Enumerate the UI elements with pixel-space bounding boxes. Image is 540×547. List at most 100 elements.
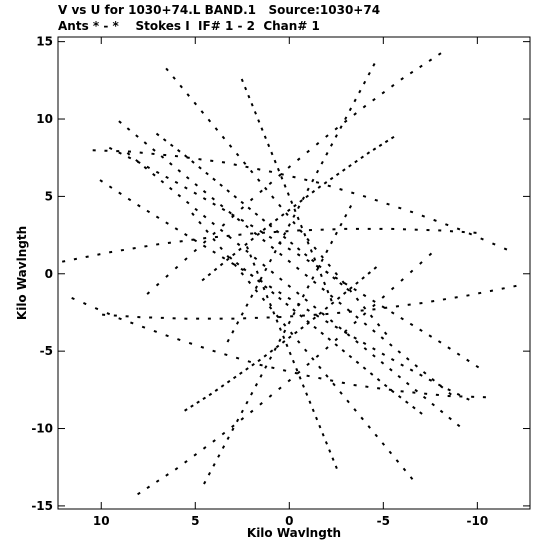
- uv-point: [388, 450, 393, 455]
- uv-point: [282, 335, 286, 339]
- uv-point: [339, 282, 343, 286]
- uv-point: [212, 439, 216, 443]
- uv-point: [244, 86, 248, 91]
- uv-point: [321, 287, 325, 291]
- uv-point: [334, 276, 339, 280]
- uv-point: [466, 397, 470, 401]
- uv-point: [289, 241, 294, 245]
- uv-point: [278, 173, 282, 177]
- uv-point: [135, 159, 139, 163]
- uv-point: [390, 389, 395, 394]
- uv-point: [202, 244, 207, 248]
- uv-point: [288, 351, 292, 356]
- uv-point: [279, 252, 283, 257]
- uv-point: [268, 258, 273, 263]
- uv-point: [299, 199, 303, 203]
- uv-point: [270, 270, 275, 274]
- uv-point: [201, 277, 206, 282]
- uv-point: [334, 465, 338, 469]
- uv-point: [235, 261, 240, 266]
- uv-point: [155, 282, 160, 287]
- uv-point: [304, 348, 308, 353]
- uv-point: [287, 320, 291, 325]
- uv-point: [247, 360, 252, 363]
- plot-title-line-1: V vs U for 1030+74.L BAND.1 Source:1030+…: [58, 3, 381, 17]
- uv-point: [414, 388, 419, 393]
- uv-point: [296, 247, 301, 251]
- uv-point: [292, 359, 296, 364]
- uv-point: [219, 246, 223, 251]
- uv-point: [160, 179, 165, 184]
- uv-point: [341, 280, 346, 285]
- uv-point: [240, 417, 245, 421]
- uv-point: [278, 241, 282, 245]
- uv-point: [381, 442, 386, 446]
- uv-point: [428, 378, 433, 382]
- uv-point: [262, 238, 266, 243]
- uv-point: [346, 333, 351, 337]
- uv-point: [143, 166, 148, 170]
- uv-point: [253, 231, 258, 236]
- uv-point: [165, 175, 169, 180]
- uv-point: [135, 134, 139, 138]
- uv-point: [419, 64, 423, 69]
- uv-point: [362, 80, 367, 85]
- uv-point: [269, 349, 274, 353]
- uv-point: [141, 325, 146, 329]
- uv-point: [97, 253, 101, 256]
- uv-point: [221, 445, 226, 449]
- uv-point: [397, 395, 402, 399]
- uv-point: [226, 436, 230, 440]
- x-tick-label: 0: [285, 514, 293, 528]
- uv-point: [366, 151, 371, 155]
- uv-point: [271, 366, 275, 370]
- uv-point: [228, 210, 232, 215]
- uv-point: [412, 405, 416, 410]
- uv-point: [327, 263, 331, 268]
- uv-point: [285, 302, 289, 307]
- uv-point: [249, 224, 254, 228]
- uv-point: [294, 371, 299, 375]
- uv-point: [369, 372, 374, 376]
- uv-point: [261, 218, 266, 222]
- uv-point: [419, 328, 423, 332]
- uv-point: [169, 186, 173, 191]
- uv-point: [287, 378, 292, 383]
- uv-point: [409, 476, 414, 480]
- uv-point: [338, 301, 342, 305]
- uv-point: [405, 381, 410, 386]
- uv-point: [108, 146, 113, 150]
- uv-point: [193, 453, 198, 457]
- x-tick-label: -10: [467, 514, 489, 528]
- uv-point: [271, 195, 275, 199]
- uv-point: [320, 258, 324, 263]
- uv-point: [489, 289, 494, 293]
- uv-point: [285, 343, 289, 348]
- uv-point: [245, 246, 249, 250]
- uv-point: [409, 322, 414, 327]
- uv-point: [250, 391, 254, 396]
- uv-point: [283, 184, 287, 188]
- uv-point: [346, 308, 351, 312]
- uv-point: [282, 323, 287, 327]
- uv-point: [235, 152, 240, 157]
- uv-point: [137, 491, 141, 496]
- uv-point: [231, 262, 235, 266]
- uv-point: [263, 285, 268, 289]
- uv-point: [304, 178, 308, 182]
- uv-point: [362, 293, 367, 298]
- uv-point: [249, 254, 253, 258]
- uv-point: [327, 184, 331, 188]
- uv-point: [313, 246, 317, 251]
- uv-point: [177, 338, 181, 341]
- uv-point: [372, 147, 377, 151]
- uv-point: [231, 427, 235, 432]
- uv-point: [83, 302, 87, 306]
- uv-point: [400, 363, 404, 367]
- uv-point: [299, 229, 303, 234]
- uv-point: [355, 360, 360, 365]
- uv-point: [335, 172, 340, 177]
- uv-point: [287, 165, 292, 169]
- uv-point: [367, 71, 371, 76]
- uv-point: [247, 94, 251, 99]
